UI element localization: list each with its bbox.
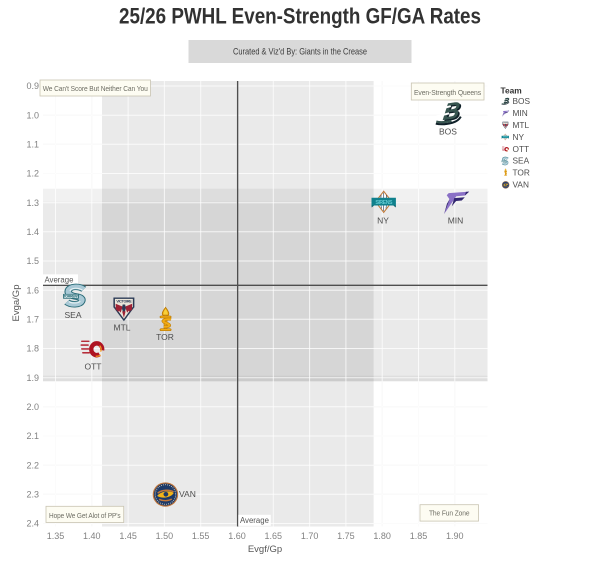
svg-text:1.85: 1.85 [410,531,428,541]
svg-text:1.75: 1.75 [337,531,355,541]
svg-text:Evga/Gp: Evga/Gp [11,285,22,322]
svg-text:1.45: 1.45 [119,531,137,541]
svg-text:TOR: TOR [156,332,174,342]
svg-text:NY: NY [513,132,525,142]
svg-text:25/26 PWHL Even-Strength GF/GA: 25/26 PWHL Even-Strength GF/GA Rates [119,4,481,29]
svg-text:NY: NY [377,216,389,226]
svg-text:MIN: MIN [513,108,528,118]
svg-text:1.40: 1.40 [83,531,101,541]
svg-text:Evgf/Gp: Evgf/Gp [248,544,282,555]
svg-text:1.65: 1.65 [265,531,283,541]
svg-text:2.1: 2.1 [26,431,39,441]
svg-text:2.0: 2.0 [26,402,39,412]
svg-text:Hope We Get Alot of PP's: Hope We Get Alot of PP's [49,511,121,520]
svg-text:VAN: VAN [513,180,529,190]
svg-text:MTL: MTL [513,120,530,130]
svg-text:1.90: 1.90 [446,531,464,541]
svg-text:The Fun Zone: The Fun Zone [429,509,470,518]
svg-text:SEA: SEA [64,310,81,320]
svg-text:MIN: MIN [448,216,464,226]
svg-text:OTT: OTT [85,362,102,372]
svg-text:VAN: VAN [179,489,196,499]
svg-text:2.2: 2.2 [26,460,39,470]
svg-text:2.3: 2.3 [26,490,39,500]
svg-text:OTT: OTT [513,144,530,154]
svg-text:1.0: 1.0 [26,110,39,120]
svg-text:BOS: BOS [439,127,457,137]
svg-text:1.8: 1.8 [26,344,39,354]
svg-text:0.9: 0.9 [26,81,39,91]
svg-text:Even-Strength Queens: Even-Strength Queens [414,88,481,97]
svg-text:Curated & Viz'd By: Giants in: Curated & Viz'd By: Giants in the Crease [233,46,367,56]
svg-text:Average: Average [240,516,269,525]
svg-text:1.9: 1.9 [26,373,39,383]
svg-text:1.1: 1.1 [26,140,39,150]
svg-text:We Can't Score But Neither Can: We Can't Score But Neither Can You [43,84,148,93]
svg-text:2.4: 2.4 [26,519,39,529]
svg-text:1.50: 1.50 [156,531,174,541]
svg-text:Team: Team [501,86,522,96]
svg-text:1.3: 1.3 [26,198,39,208]
svg-text:1.60: 1.60 [228,531,246,541]
svg-text:TOR: TOR [513,168,530,178]
svg-text:1.5: 1.5 [26,256,39,266]
svg-text:1.80: 1.80 [373,531,391,541]
svg-text:1.55: 1.55 [192,531,210,541]
svg-text:1.7: 1.7 [26,315,39,325]
svg-text:1.70: 1.70 [301,531,319,541]
svg-text:MTL: MTL [114,323,131,333]
svg-text:SEA: SEA [513,156,530,166]
svg-text:BOS: BOS [513,96,531,106]
svg-text:1.35: 1.35 [47,531,65,541]
svg-text:1.2: 1.2 [26,169,39,179]
svg-text:1.4: 1.4 [26,227,39,237]
svg-text:Average: Average [45,275,74,284]
svg-text:1.6: 1.6 [26,285,39,295]
